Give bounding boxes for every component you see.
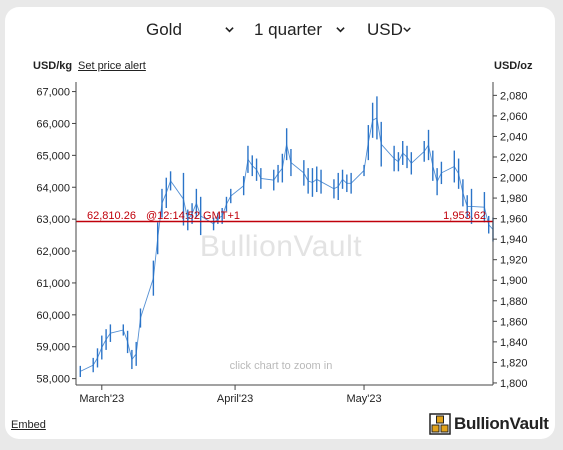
current-price-time-label: @12:14:52 GMT+1: [146, 210, 240, 222]
right-axis-tick-label: 1,820: [500, 357, 528, 369]
left-axis-tick-label: 63,000: [36, 214, 70, 226]
left-axis-unit: USD/kg: [33, 60, 73, 72]
currency-select[interactable]: USD: [361, 17, 417, 42]
brand-name: BullionVault: [454, 414, 549, 433]
left-axis-tick-label: 59,000: [36, 342, 70, 354]
x-axis-tick-label: April'23: [217, 393, 253, 405]
right-axis-unit: USD/oz: [494, 60, 533, 72]
right-axis-tick-label: 2,080: [500, 90, 528, 102]
chart-axes: 58,000 59,000 60,000 61,000 62,000 63,000 64,0…: [36, 82, 528, 405]
current-price-oz-label: 1,953.62: [443, 210, 486, 222]
price-chart-widget: Gold 1 quarter USD USD/kg Set price aler…: [5, 7, 555, 439]
left-axis-tick-label: 62,000: [36, 246, 70, 258]
metal-select-value: Gold: [146, 19, 182, 39]
right-axis-tick-label: 1,900: [500, 275, 528, 287]
chevron-down-icon: [336, 27, 345, 33]
right-axis-tick-label: 1,840: [500, 337, 528, 349]
left-axis-tick-label: 58,000: [36, 374, 70, 386]
left-axis-tick-label: 64,000: [36, 182, 70, 194]
right-axis-tick-label: 2,000: [500, 173, 528, 185]
price-trace: [80, 117, 494, 372]
set-price-alert-link[interactable]: Set price alert: [78, 60, 146, 72]
left-axis-tick-label: 61,000: [36, 278, 70, 290]
x-axis-tick-label: May'23: [346, 393, 381, 405]
period-select-value: 1 quarter: [254, 19, 323, 39]
left-axis-tick-label: 66,000: [36, 118, 70, 130]
right-axis-tick-label: 2,020: [500, 152, 528, 164]
chart-watermark: BullionVault: [200, 230, 362, 263]
left-axis-tick-label: 67,000: [36, 87, 70, 99]
left-axis-tick-label: 60,000: [36, 310, 70, 322]
right-axis-tick-label: 1,920: [500, 255, 528, 267]
gold-bars-icon: [429, 413, 451, 435]
x-axis-tick-label: March'23: [79, 393, 124, 405]
chevron-down-icon: [225, 27, 234, 33]
right-axis-tick-label: 1,980: [500, 193, 528, 205]
bullionvault-logo[interactable]: BullionVault: [429, 411, 549, 437]
current-price-kg-label: 62,810.26: [87, 210, 136, 222]
right-axis-tick-label: 1,800: [500, 378, 528, 390]
price-bars: [79, 96, 494, 378]
left-axis-tick-label: 65,000: [36, 150, 70, 162]
right-axis-tick-label: 1,880: [500, 296, 528, 308]
right-axis-tick-label: 1,860: [500, 316, 528, 328]
chevron-down-icon: [403, 27, 411, 33]
embed-link[interactable]: Embed: [11, 419, 46, 431]
right-axis-tick-label: 2,060: [500, 111, 528, 123]
zoom-hint: click chart to zoom in: [230, 360, 333, 372]
right-axis-tick-label: 1,940: [500, 234, 528, 246]
price-chart[interactable]: BullionVault 62,810.26 @12:14:52 GMT+1 1…: [5, 7, 555, 407]
right-axis-tick-label: 1,960: [500, 214, 528, 226]
currency-select-value: USD: [367, 19, 403, 39]
period-select[interactable]: 1 quarter: [248, 17, 351, 42]
metal-select[interactable]: Gold: [140, 17, 240, 42]
right-axis-tick-label: 2,040: [500, 131, 528, 143]
